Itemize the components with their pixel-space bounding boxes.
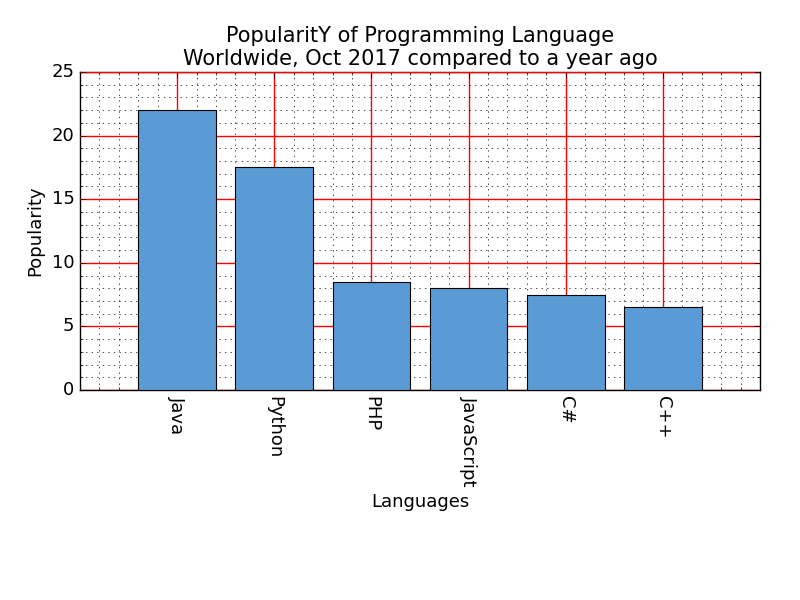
- Bar: [138, 110, 216, 390]
- Bar: [527, 295, 605, 390]
- Bar: [624, 307, 702, 390]
- Bar: [333, 282, 410, 390]
- Title: PopularitY of Programming Language
Worldwide, Oct 2017 compared to a year ago: PopularitY of Programming Language World…: [182, 26, 658, 69]
- Bar: [430, 288, 507, 390]
- Bar: [235, 167, 313, 390]
- Y-axis label: Popularity: Popularity: [26, 185, 45, 277]
- X-axis label: Languages: Languages: [371, 493, 469, 511]
